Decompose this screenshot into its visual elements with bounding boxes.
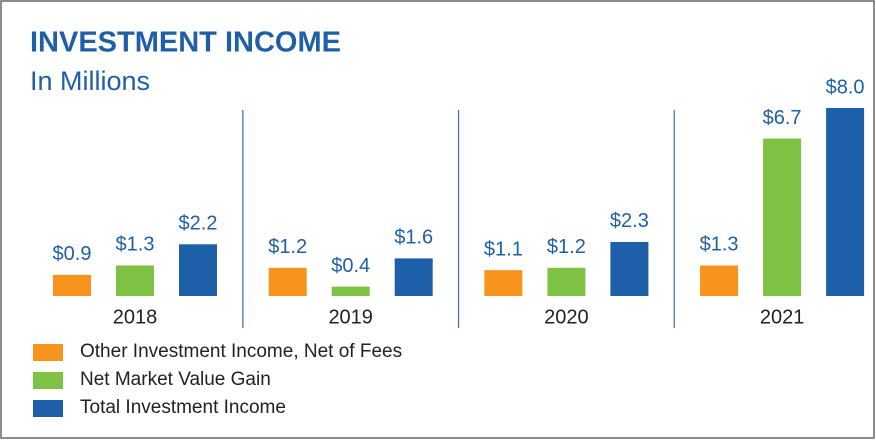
data-label: $2.3: [610, 210, 649, 232]
data-label: $1.2: [547, 236, 586, 258]
x-tick-label: 2019: [328, 306, 373, 328]
x-tick-label: 2021: [760, 306, 805, 328]
data-label: $1.3: [700, 234, 739, 256]
data-label: $1.1: [484, 238, 523, 260]
data-label: $0.9: [53, 243, 92, 265]
legend-swatch: [33, 372, 63, 389]
data-label: $1.2: [268, 236, 307, 258]
legend-label: Total Investment Income: [80, 397, 286, 418]
bar: [116, 265, 154, 296]
bar: [547, 267, 586, 296]
legend-label: Net Market Value Gain: [80, 369, 271, 390]
data-label: $0.4: [331, 255, 370, 277]
bar: [394, 258, 433, 296]
legend-swatch: [33, 400, 63, 417]
bar: [484, 270, 523, 296]
data-label: $1.6: [394, 227, 433, 249]
bar: [610, 241, 649, 296]
bar: [331, 286, 370, 296]
legend-swatch: [33, 344, 63, 361]
bar: [763, 138, 802, 296]
bar: [53, 274, 91, 296]
data-label: $8.0: [826, 76, 865, 98]
bar: [826, 108, 865, 296]
chart-title: INVESTMENT INCOME: [30, 27, 341, 59]
data-label: $2.2: [179, 213, 218, 235]
bar: [268, 267, 307, 296]
data-label: $6.7: [763, 107, 802, 129]
legend-label: Other Investment Income, Net of Fees: [80, 341, 402, 362]
x-tick-label: 2018: [113, 306, 158, 328]
chart-subtitle: In Millions: [30, 66, 150, 96]
bar: [179, 244, 217, 296]
x-tick-label: 2020: [544, 306, 589, 328]
data-label: $1.3: [116, 234, 155, 256]
bar: [700, 265, 739, 296]
